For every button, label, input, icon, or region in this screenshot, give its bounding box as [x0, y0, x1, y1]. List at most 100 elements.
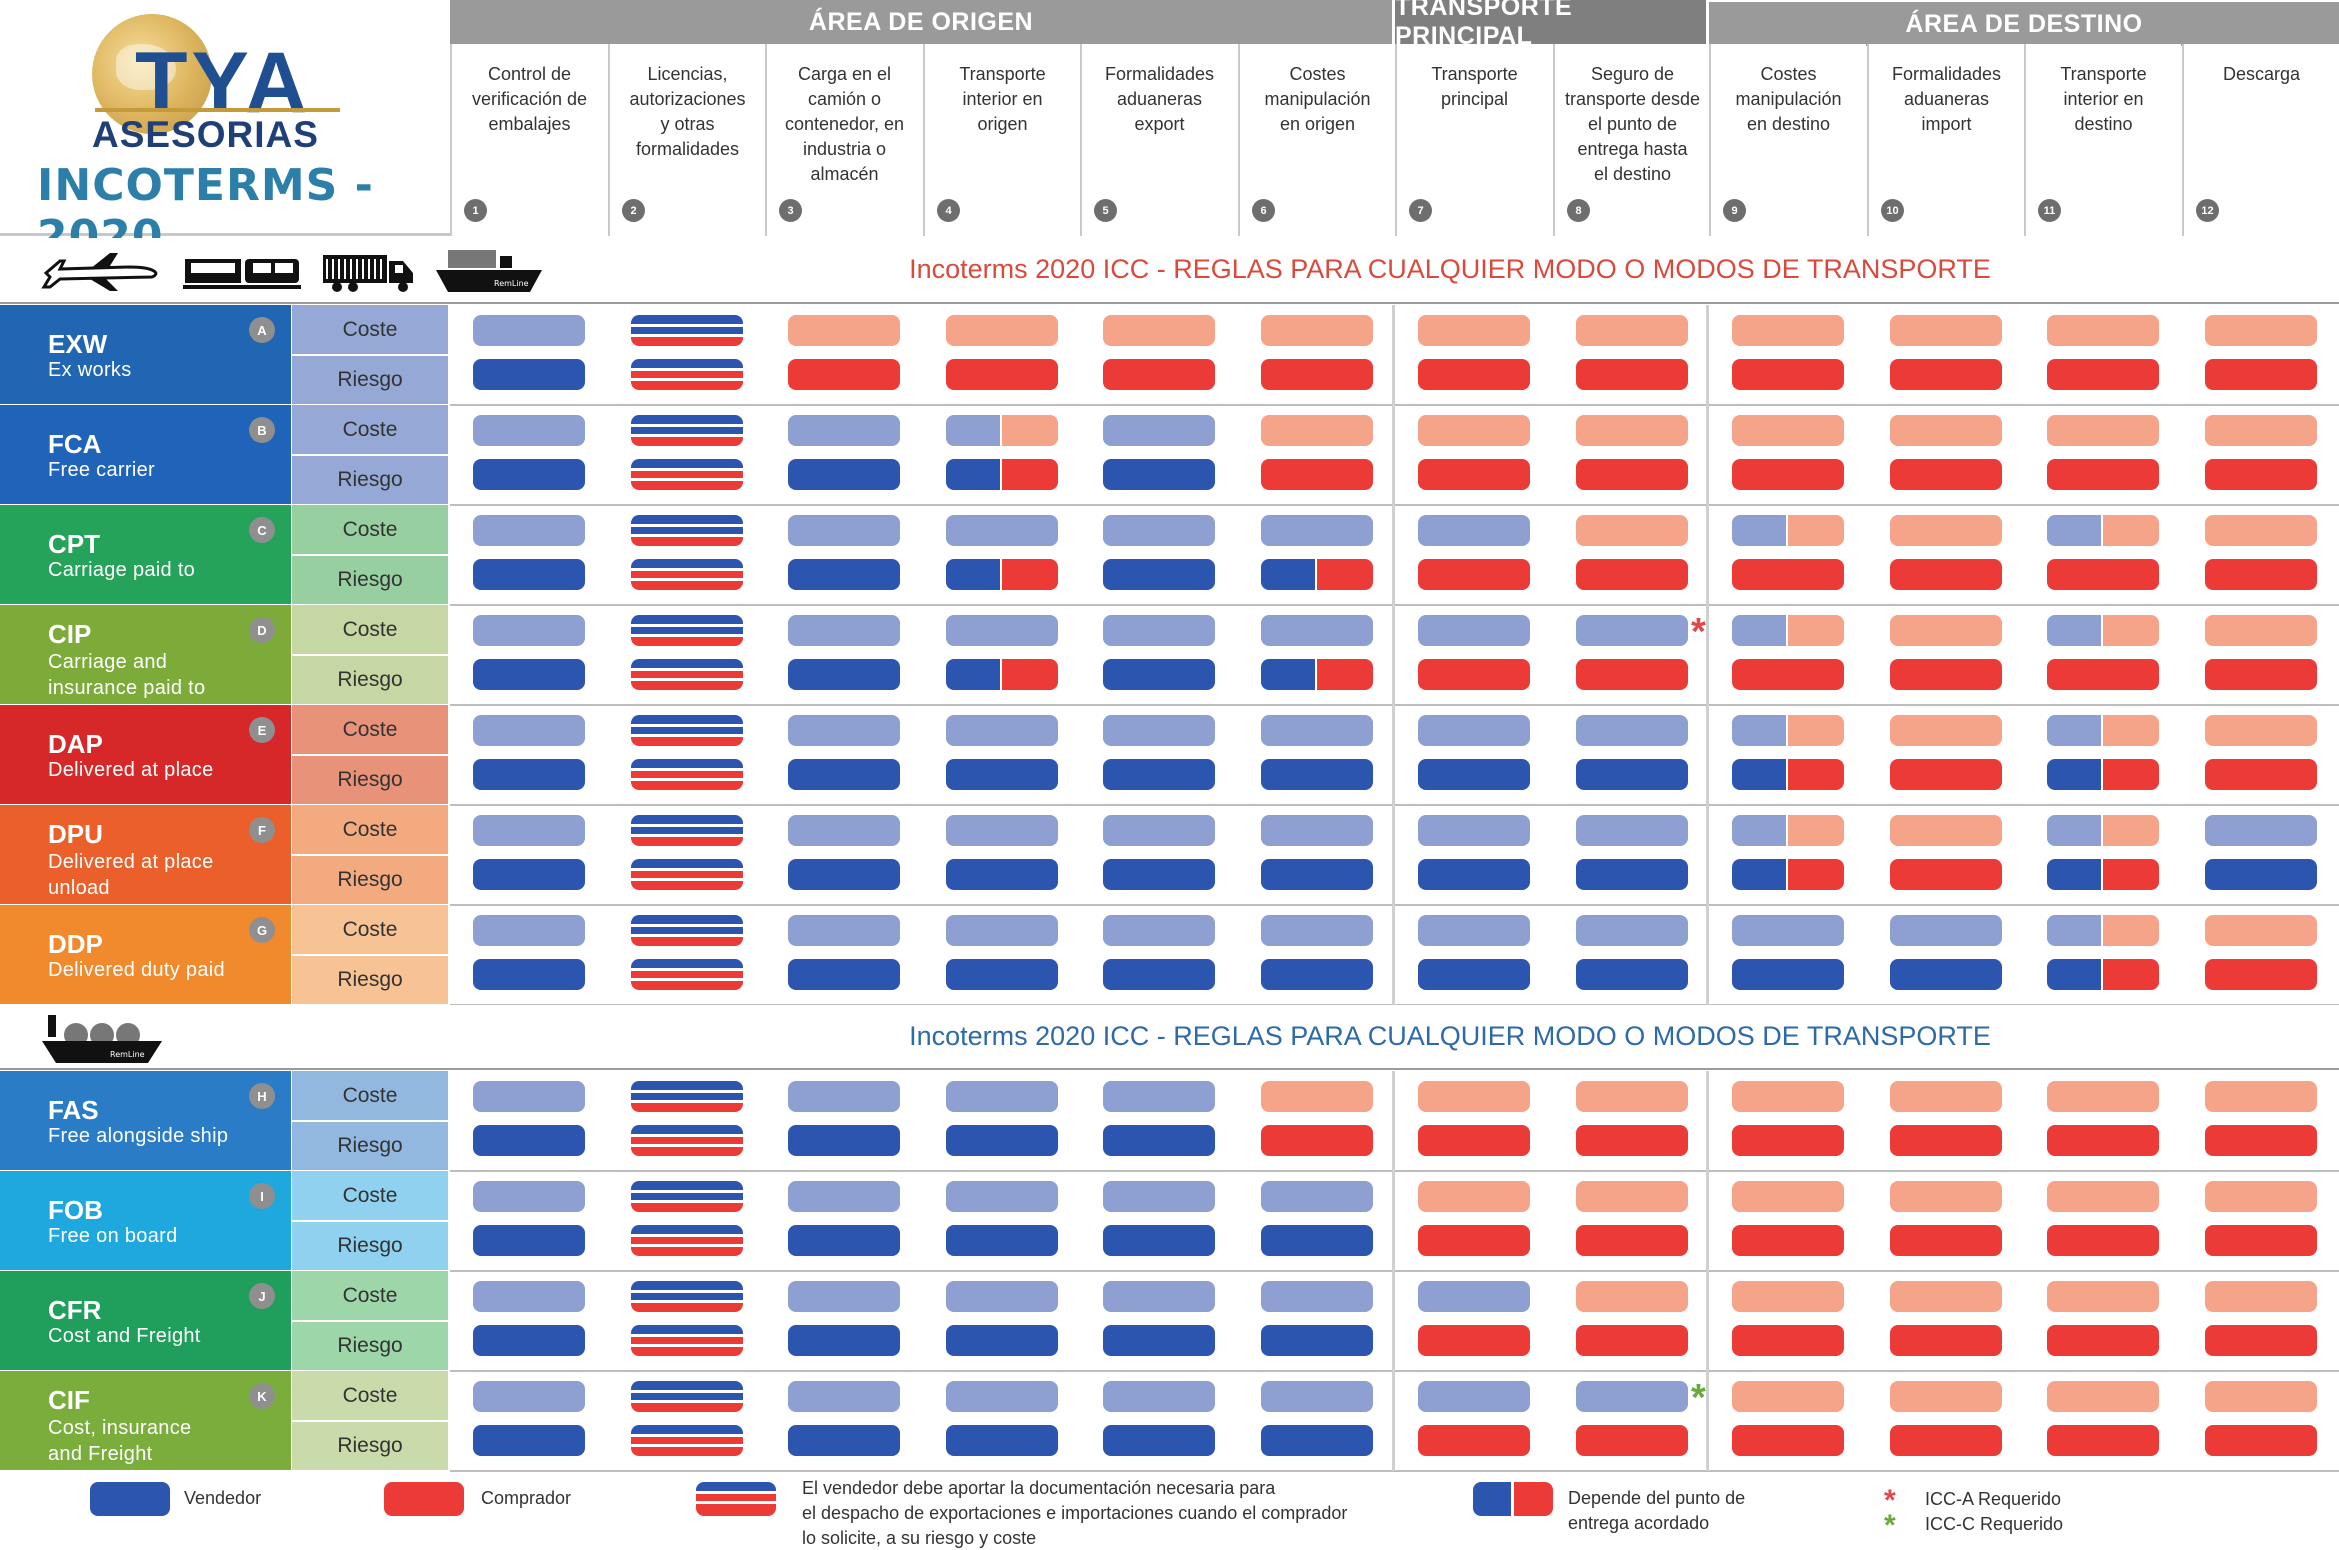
- cell-seller: [1261, 759, 1373, 790]
- section-title: Incoterms 2020 ICC - REGLAS PARA CUALQUI…: [909, 254, 1991, 284]
- cell-stripe: [631, 537, 743, 546]
- cell-buyer: [1576, 415, 1688, 446]
- cell-buyer: [1418, 315, 1530, 346]
- cell-buyer: [2047, 1081, 2159, 1112]
- cell-seller: [1103, 959, 1215, 990]
- incoterm-letter-badge: F: [249, 817, 275, 843]
- cell-buyer: [2205, 559, 2317, 590]
- column-label: Transporte interior en origen: [959, 64, 1046, 134]
- cell-stripe: [631, 1381, 743, 1390]
- incoterm-name: Ex works: [48, 359, 132, 381]
- incoterm-dpu: DPU Delivered at place unload F: [0, 805, 291, 904]
- incoterm-name: Carriage paid to: [48, 559, 196, 581]
- cell-buyer: [1890, 1081, 2002, 1112]
- cell-buyer: [1418, 1181, 1530, 1212]
- column-header-6: Costes manipulación en origen 6: [1238, 44, 1395, 236]
- cell-stripe: [631, 927, 743, 934]
- cell-split: [946, 415, 1058, 446]
- legend-icc-a-label: ICC-A Requerido: [1925, 1489, 2062, 1509]
- cell-buyer: [1576, 459, 1688, 490]
- cell-seller: [473, 415, 585, 446]
- cell-buyer: [1732, 559, 1844, 590]
- cell-seller: [1261, 1225, 1373, 1256]
- cell-seller: [1418, 915, 1530, 946]
- cell-buyer: [2205, 1281, 2317, 1312]
- cell-seller: [1103, 1381, 1215, 1412]
- incoterm-code: FCA: [48, 429, 102, 459]
- incoterm-fca: FCA Free carrier B: [0, 405, 291, 504]
- incoterm-code: DAP: [48, 729, 103, 759]
- cell-seller: [788, 815, 900, 846]
- cell-seller: [1576, 915, 1688, 946]
- cell-split-buyer: [1788, 515, 1844, 546]
- cell-seller: [1103, 1425, 1215, 1456]
- cell-seller: [788, 1081, 900, 1112]
- cell-stripe: [631, 981, 743, 990]
- cell-buyer: [2047, 315, 2159, 346]
- cost-label: Coste: [292, 705, 448, 754]
- cell-seller: [1261, 1181, 1373, 1212]
- cell-stripe: [631, 1081, 743, 1090]
- cell-buyer: [1732, 1125, 1844, 1156]
- incoterm-letter-badge: A: [249, 317, 275, 343]
- column-number-badge: 7: [1409, 199, 1432, 222]
- cell-buyer: [1890, 715, 2002, 746]
- incoterm-code: CFR: [48, 1295, 102, 1325]
- cell-seller: [1103, 859, 1215, 890]
- cell-buyer: [1418, 1081, 1530, 1112]
- cell-split: [2047, 715, 2159, 746]
- cell-seller: [1576, 615, 1688, 646]
- cell-documentation: [631, 1381, 743, 1412]
- cell-split: [2047, 815, 2159, 846]
- group-separator: [1392, 1071, 1395, 1471]
- risk-label: Riesgo: [292, 1122, 448, 1170]
- cell-stripe: [631, 915, 743, 924]
- cell-stripe: [631, 659, 743, 668]
- cost-label: Coste: [292, 1071, 448, 1120]
- column-number-badge: 10: [1881, 199, 1904, 222]
- cell-seller: [1418, 515, 1530, 546]
- cell-stripe: [631, 615, 743, 624]
- cell-split-buyer: [2103, 759, 2159, 790]
- cell-stripe: [631, 515, 743, 524]
- cell-seller: [473, 515, 585, 546]
- risk-label: Riesgo: [292, 856, 448, 904]
- logo-subtitle: ASESORIAS: [92, 114, 319, 155]
- cell-seller: [1418, 815, 1530, 846]
- cell-seller: [1418, 1281, 1530, 1312]
- incoterm-cfr: CFR Cost and Freight J: [0, 1271, 291, 1370]
- cell-split-seller: [946, 415, 1000, 446]
- cell-seller: [946, 1225, 1058, 1256]
- legend-documentation-label: El vendedor debe aportar la documentació…: [802, 1478, 1348, 1548]
- cell-buyer: [2205, 1125, 2317, 1156]
- cell-buyer: [1418, 359, 1530, 390]
- cell-buyer: [1576, 359, 1688, 390]
- cell-stripe: [631, 415, 743, 424]
- cell-seller: [473, 1425, 585, 1456]
- logo-underline: [95, 108, 340, 112]
- cell-buyer: [2047, 459, 2159, 490]
- column-label: Formalidades aduaneras import: [1891, 64, 2002, 134]
- cell-split-seller: [2047, 615, 2101, 646]
- cell-buyer: [1890, 1281, 2002, 1312]
- cell-seller: [1576, 1381, 1688, 1412]
- cell-stripe: [631, 737, 743, 746]
- cell-split-seller: [946, 659, 1000, 690]
- cell-buyer: [2047, 1425, 2159, 1456]
- section-banner: RemLine Incoterms 2020 ICC - REGLAS PARA …: [0, 1005, 2339, 1070]
- cell-seller: [2205, 859, 2317, 890]
- cell-buyer: [2047, 415, 2159, 446]
- incoterm-code: DPU: [48, 819, 103, 849]
- cell-buyer: [1890, 659, 2002, 690]
- cell-split: [2047, 759, 2159, 790]
- cell-stripe: [631, 371, 743, 378]
- legend-icc-c-label: ICC-C Requerido: [1925, 1514, 2064, 1534]
- cell-seller: [1103, 1125, 1215, 1156]
- cell-documentation: [631, 1325, 743, 1356]
- section-title: Incoterms 2020 ICC - REGLAS PARA CUALQUI…: [909, 1021, 1991, 1051]
- cell-buyer: [1576, 559, 1688, 590]
- cell-split-buyer: [2103, 959, 2159, 990]
- cell-seller: [1418, 715, 1530, 746]
- row-separator: [450, 1470, 2339, 1472]
- cell-seller: [788, 615, 900, 646]
